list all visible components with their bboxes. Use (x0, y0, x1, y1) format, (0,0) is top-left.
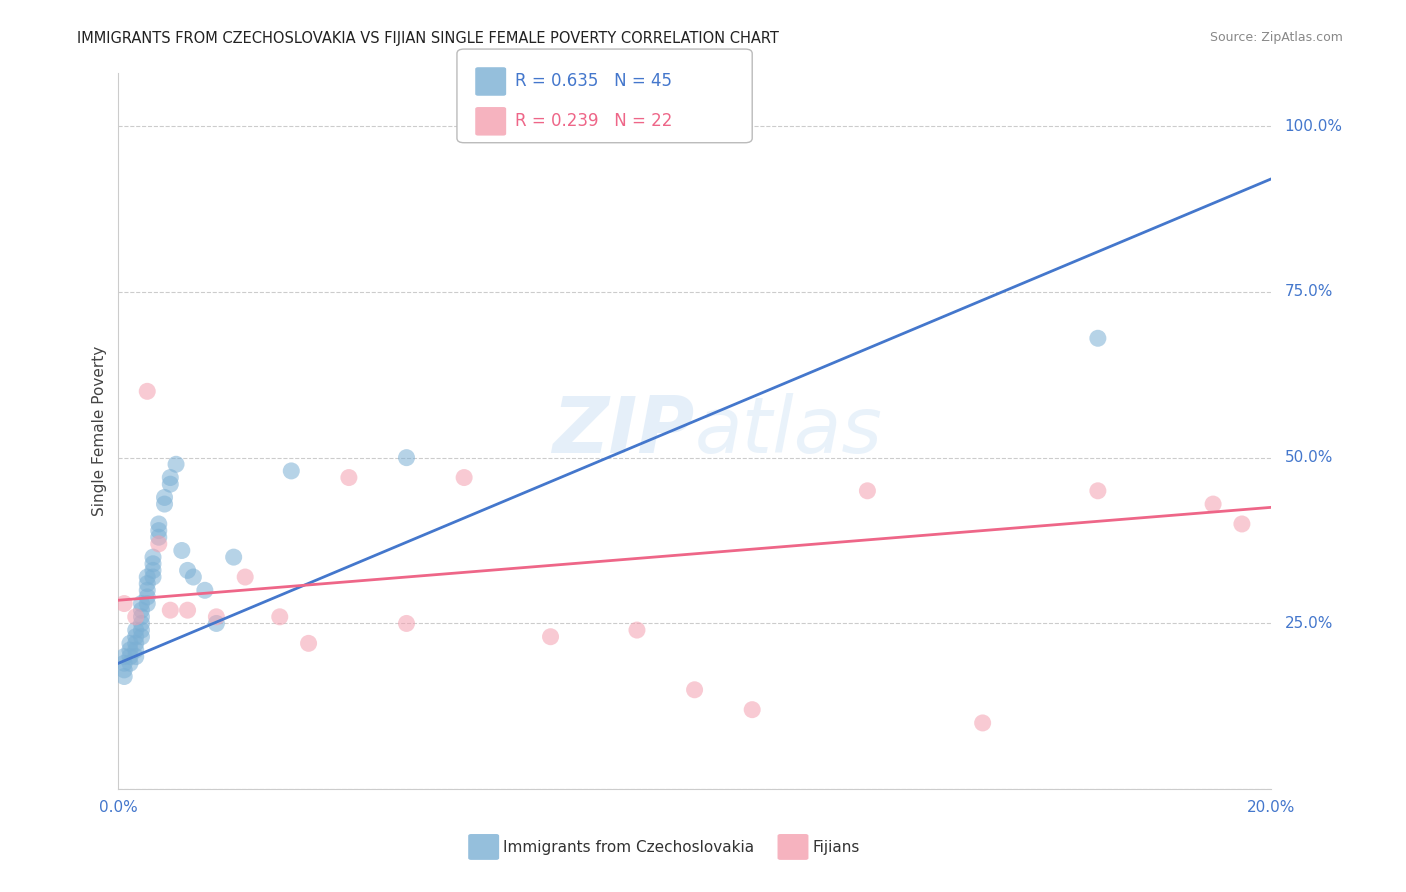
Point (1087, 331, 1109, 345)
Point (148, 537, 170, 551)
Point (112, 657, 135, 671)
Point (118, 649, 141, 664)
Point (194, 583, 217, 598)
Point (148, 516, 170, 531)
Point (142, 570, 165, 584)
Point (112, 649, 135, 664)
Point (159, 470, 181, 484)
Point (125, 636, 148, 650)
Text: R = 0.239   N = 22: R = 0.239 N = 22 (515, 112, 672, 130)
Point (297, 636, 319, 650)
Point (142, 563, 165, 577)
Point (183, 570, 205, 584)
Point (118, 643, 141, 657)
Point (125, 623, 148, 637)
Point (176, 563, 198, 577)
Point (142, 557, 165, 571)
Point (131, 623, 153, 637)
Text: ZIP: ZIP (553, 393, 695, 469)
Point (176, 603, 198, 617)
Point (165, 457, 187, 471)
Point (118, 636, 141, 650)
Point (142, 550, 165, 565)
Point (153, 497, 176, 511)
Point (453, 470, 475, 484)
Point (136, 576, 159, 591)
Point (395, 616, 418, 631)
Point (233, 570, 256, 584)
Point (118, 657, 141, 671)
Point (337, 470, 360, 484)
Text: 100.0%: 100.0% (1285, 119, 1343, 134)
Text: 50.0%: 50.0% (1285, 450, 1333, 465)
Text: 25.0%: 25.0% (1285, 616, 1333, 631)
Text: IMMIGRANTS FROM CZECHOSLOVAKIA VS FIJIAN SINGLE FEMALE POVERTY CORRELATION CHART: IMMIGRANTS FROM CZECHOSLOVAKIA VS FIJIAN… (77, 31, 779, 46)
Point (131, 630, 153, 644)
Point (125, 630, 148, 644)
Point (540, 630, 562, 644)
Point (125, 610, 148, 624)
Point (125, 643, 148, 657)
Point (112, 663, 135, 677)
Point (222, 550, 245, 565)
Point (205, 616, 228, 631)
Text: R = 0.635   N = 45: R = 0.635 N = 45 (515, 72, 672, 90)
Point (148, 530, 170, 544)
Point (1202, 497, 1225, 511)
Point (131, 616, 153, 631)
Text: atlas: atlas (695, 393, 883, 469)
Point (131, 603, 153, 617)
Text: Source: ZipAtlas.com: Source: ZipAtlas.com (1209, 31, 1343, 45)
Point (1087, 483, 1109, 498)
Point (205, 610, 228, 624)
Text: Immigrants from Czechoslovakia: Immigrants from Czechoslovakia (503, 840, 755, 855)
Point (626, 623, 648, 637)
Point (159, 477, 181, 491)
Text: 75.0%: 75.0% (1285, 285, 1333, 300)
Point (856, 483, 879, 498)
Point (131, 597, 153, 611)
Point (136, 570, 159, 584)
Point (125, 649, 148, 664)
Point (170, 543, 193, 558)
Y-axis label: Single Female Poverty: Single Female Poverty (93, 346, 107, 516)
Point (148, 524, 170, 538)
Point (741, 703, 763, 717)
Point (395, 450, 418, 465)
Point (131, 610, 153, 624)
Point (136, 597, 159, 611)
Point (136, 590, 159, 604)
Point (972, 715, 994, 730)
Point (112, 669, 135, 683)
Point (159, 603, 181, 617)
Point (1230, 516, 1253, 531)
Point (112, 597, 135, 611)
Text: 0.0%: 0.0% (98, 800, 138, 815)
Point (136, 583, 159, 598)
Point (269, 610, 291, 624)
Point (683, 682, 706, 697)
Point (280, 464, 302, 478)
Text: 20.0%: 20.0% (1247, 800, 1295, 815)
Point (153, 491, 176, 505)
Text: Fijians: Fijians (813, 840, 860, 855)
Point (136, 384, 159, 399)
